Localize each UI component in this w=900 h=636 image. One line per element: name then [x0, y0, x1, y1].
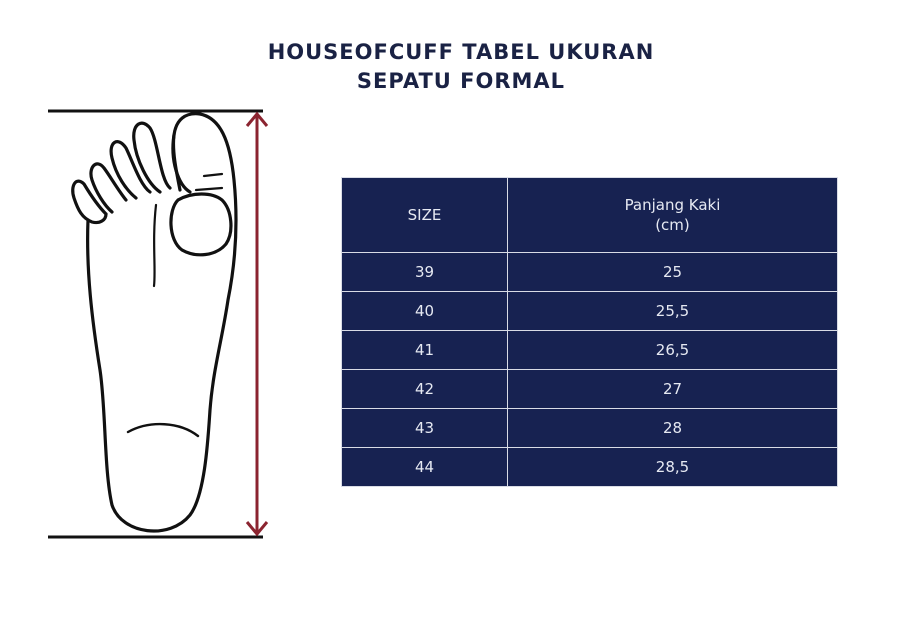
table-header-row: SIZE Panjang Kaki (cm) [341, 177, 838, 253]
size-cell: 39 [341, 252, 508, 292]
title-line-1: HOUSEOFCUFF TABEL UKURAN [267, 40, 655, 64]
length-cell: 25,5 [507, 291, 838, 331]
table-row: 42 27 [341, 369, 838, 409]
size-header: SIZE [341, 177, 508, 253]
foot-illustration [48, 109, 269, 539]
size-cell: 40 [341, 291, 508, 331]
table-row: 43 28 [341, 408, 838, 448]
foot-outline-icon [71, 112, 238, 533]
length-cell: 28,5 [507, 447, 838, 487]
table-row: 44 28,5 [341, 447, 838, 487]
size-cell: 43 [341, 408, 508, 448]
size-table: SIZE Panjang Kaki (cm) 39 25 40 25,5 41 … [341, 177, 838, 487]
table-row: 40 25,5 [341, 291, 838, 331]
table-row: 39 25 [341, 252, 838, 292]
measure-arrow-icon [245, 111, 269, 537]
length-header-line-2: (cm) [655, 216, 690, 234]
page-title: HOUSEOFCUFF TABEL UKURAN SEPATU FORMAL [0, 38, 900, 96]
length-cell: 25 [507, 252, 838, 292]
length-cell: 28 [507, 408, 838, 448]
size-cell: 42 [341, 369, 508, 409]
length-header-line-1: Panjang Kaki [624, 196, 721, 214]
title-line-2: SEPATU FORMAL [356, 69, 566, 93]
size-cell: 44 [341, 447, 508, 487]
length-cell: 26,5 [507, 330, 838, 370]
table-row: 41 26,5 [341, 330, 838, 370]
length-header: Panjang Kaki (cm) [507, 177, 838, 253]
length-cell: 27 [507, 369, 838, 409]
size-cell: 41 [341, 330, 508, 370]
